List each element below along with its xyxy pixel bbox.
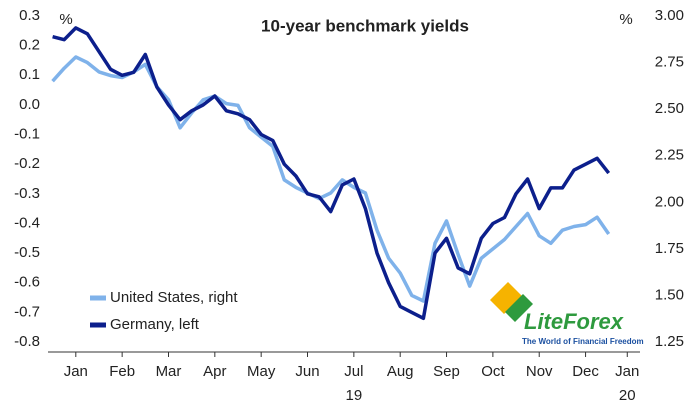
series-line: [52, 26, 611, 321]
y-tick-label: 0.2: [19, 37, 40, 54]
x-tick-label: Sep: [433, 363, 460, 380]
y-tick-label: -0.6: [14, 274, 40, 291]
y2-tick-label: 1.75: [655, 240, 684, 257]
x-tick-label: Aug: [387, 363, 414, 380]
y-tick-label: 0.1: [19, 66, 40, 83]
y2-tick-label: 2.25: [655, 147, 684, 164]
y2-axis-label: %: [619, 11, 632, 28]
watermark-tagline: The World of Financial Freedom: [522, 337, 644, 346]
y2-tick-label: 2.75: [655, 54, 684, 71]
legend-label: Germany, left: [110, 316, 200, 333]
y2-tick-label: 2.00: [655, 193, 684, 210]
y-tick-label: -0.5: [14, 244, 40, 261]
y-tick-label: -0.7: [14, 303, 40, 320]
series-line: [51, 55, 611, 303]
watermark: LiteForex The World of Financial Freedom: [490, 282, 644, 346]
y-tick-label: -0.3: [14, 185, 40, 202]
y-tick-label: 0.3: [19, 7, 40, 24]
x-tick-label: Jan: [64, 363, 88, 380]
year-label: 20: [619, 387, 636, 404]
chart-title: 10-year benchmark yields: [261, 16, 469, 35]
logo-mark: [490, 282, 522, 314]
x-tick-label: Mar: [156, 363, 182, 380]
x-tick-label: Dec: [572, 363, 599, 380]
x-tick-label: Feb: [109, 363, 135, 380]
y2-tick-label: 1.50: [655, 286, 684, 303]
x-tick-label: May: [247, 363, 276, 380]
x-tick-label: Jan: [615, 363, 639, 380]
year-label: 19: [346, 387, 363, 404]
y2-tick-label: 3.00: [655, 7, 684, 24]
y2-tick-label: 1.25: [655, 333, 684, 350]
y-tick-label: -0.1: [14, 126, 40, 143]
x-tick-label: Oct: [481, 363, 505, 380]
x-tick-label: Nov: [526, 363, 553, 380]
y-tick-label: -0.2: [14, 155, 40, 172]
x-tick-label: Jun: [295, 363, 319, 380]
legend-label: United States, right: [110, 289, 238, 306]
y-tick-label: -0.4: [14, 214, 40, 231]
logo-mark: [505, 294, 533, 322]
x-tick-label: Apr: [203, 363, 226, 380]
x-tick-label: Jul: [344, 363, 363, 380]
watermark-brand: LiteForex: [524, 309, 624, 334]
y-tick-label: -0.8: [14, 333, 40, 350]
y2-tick-label: 2.50: [655, 100, 684, 117]
y-tick-label: 0.0: [19, 96, 40, 113]
y-axis-label: %: [59, 11, 72, 28]
